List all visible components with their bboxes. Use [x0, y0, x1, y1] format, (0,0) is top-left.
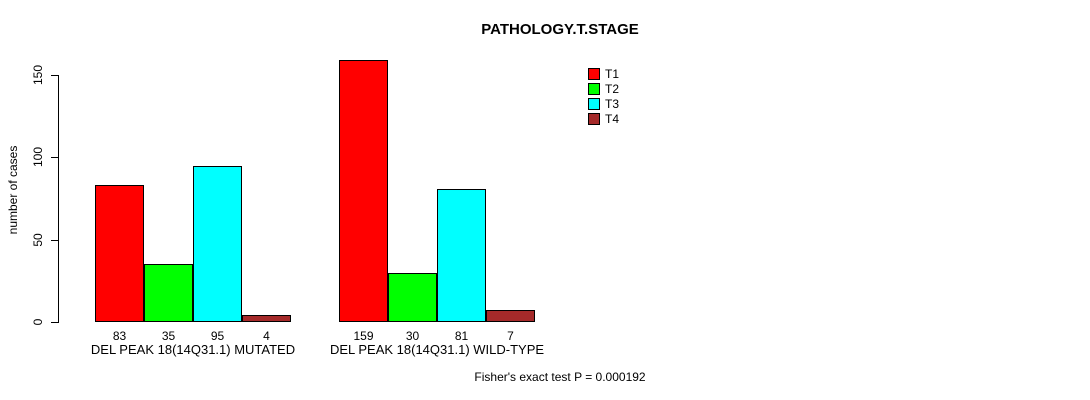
y-tick	[51, 239, 59, 241]
bar-value-label: 159	[353, 329, 374, 343]
bar-t3-group-2	[437, 188, 486, 322]
bar-value-label: 7	[507, 329, 514, 343]
group-label: DEL PEAK 18(14Q31.1) WILD-TYPE	[329, 342, 545, 357]
legend-item-t1: T1	[588, 66, 619, 81]
legend-label: T2	[605, 81, 620, 96]
bar-value-label: 35	[161, 329, 176, 343]
legend-swatch-t3	[588, 97, 600, 110]
fisher-test-annotation: Fisher's exact test P = 0.000192	[474, 370, 646, 384]
bar-t1-group-2	[339, 60, 388, 322]
y-tick-label: 0	[31, 318, 45, 326]
legend-label: T1	[605, 66, 620, 81]
legend-item-t4: T4	[588, 111, 619, 126]
legend-item-t3: T3	[588, 96, 619, 111]
bar-value-label: 4	[263, 329, 270, 343]
y-axis-label: number of cases	[6, 145, 20, 235]
legend-label: T4	[605, 111, 620, 126]
legend-swatch-t1	[588, 67, 600, 80]
y-tick	[51, 322, 59, 323]
bar-value-label: 30	[405, 329, 420, 343]
y-tick-label: 50	[31, 232, 45, 247]
group-label: DEL PEAK 18(14Q31.1) MUTATED	[90, 342, 296, 357]
bar-value-label: 81	[454, 329, 469, 343]
legend: T1 T2 T3 T4	[588, 66, 619, 126]
bar-t4-group-2	[486, 310, 535, 322]
legend-label: T3	[605, 96, 620, 111]
bar-t1-group-1	[95, 185, 144, 322]
legend-swatch-t2	[588, 82, 600, 95]
y-tick	[51, 157, 59, 159]
chart-title: PATHOLOGY.T.STAGE	[481, 21, 639, 38]
bar-t4-group-1	[242, 315, 291, 322]
legend-item-t2: T2	[588, 81, 619, 96]
bar-value-label: 83	[112, 329, 127, 343]
bar-t3-group-1	[193, 165, 242, 322]
y-tick-label: 150	[31, 64, 45, 86]
bar-t2-group-2	[388, 272, 437, 322]
legend-swatch-t4	[588, 112, 600, 125]
y-tick-label: 100	[31, 147, 45, 168]
bar-t2-group-1	[144, 264, 193, 322]
y-tick	[51, 75, 59, 76]
y-axis-line	[58, 75, 59, 323]
bar-value-label: 95	[210, 329, 225, 343]
